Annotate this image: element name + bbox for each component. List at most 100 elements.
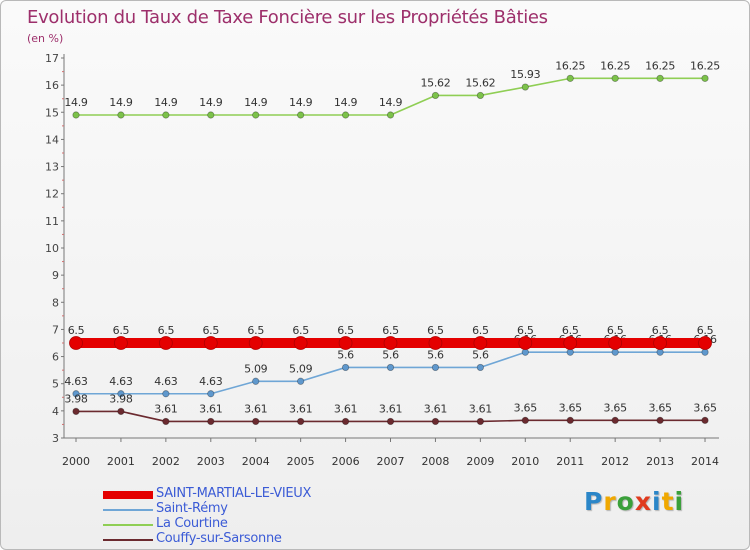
data-point-couffy-sur-sarsonne <box>341 417 350 426</box>
data-point-saint-martial-le-vieux <box>69 336 83 350</box>
legend-swatch <box>103 509 153 511</box>
data-label-couffy-sur-sarsonne: 3.61 <box>199 402 222 415</box>
data-label-saint-r-my: 4.63 <box>154 375 178 388</box>
y-tick-label: 15 <box>45 106 59 119</box>
data-label-saint-martial-le-vieux: 6.5 <box>562 324 579 337</box>
data-point-saint-martial-le-vieux <box>338 336 353 350</box>
data-point-couffy-sur-sarsonne <box>117 407 125 415</box>
data-point-la-courtine <box>611 74 619 82</box>
data-label-la-courtine: 14.9 <box>154 96 178 109</box>
data-point-la-courtine <box>162 111 170 119</box>
data-point-saint-martial-le-vieux <box>473 336 488 350</box>
data-point-saint-martial-le-vieux <box>653 336 667 350</box>
y-tick-label: 9 <box>52 269 59 282</box>
data-label-saint-martial-le-vieux: 6.5 <box>113 324 130 337</box>
y-tick-label: 12 <box>45 188 59 201</box>
data-point-la-courtine <box>656 74 664 82</box>
x-tick-label: 2011 <box>556 455 584 468</box>
logo-letter: r <box>603 487 617 516</box>
data-point-saint-r-my <box>521 348 529 356</box>
data-point-couffy-sur-sarsonne <box>207 417 215 426</box>
data-point-saint-r-my <box>72 390 80 398</box>
data-label-saint-martial-le-vieux: 6.5 <box>607 324 624 337</box>
data-point-saint-r-my <box>117 390 125 398</box>
data-point-la-courtine <box>476 91 484 100</box>
data-label-couffy-sur-sarsonne: 3.65 <box>604 401 628 414</box>
data-label-la-courtine: 16.25 <box>645 59 675 72</box>
data-point-la-courtine <box>297 111 305 119</box>
legend-swatch <box>103 539 153 541</box>
y-tick-label: 14 <box>45 133 59 146</box>
data-point-saint-r-my <box>386 363 395 372</box>
data-label-saint-martial-le-vieux: 6.5 <box>202 324 219 337</box>
y-tick-label: 13 <box>45 161 59 174</box>
x-tick-label: 2000 <box>62 455 90 468</box>
data-point-saint-martial-le-vieux <box>608 336 623 350</box>
y-tick-label: 11 <box>45 215 59 228</box>
data-point-couffy-sur-sarsonne <box>701 416 709 424</box>
data-label-saint-martial-le-vieux: 6.5 <box>247 324 264 337</box>
data-point-saint-r-my <box>162 390 170 398</box>
data-label-saint-martial-le-vieux: 6.5 <box>68 324 85 337</box>
data-label-la-courtine: 14.9 <box>64 96 88 109</box>
x-tick-label: 2002 <box>152 455 180 468</box>
data-point-couffy-sur-sarsonne <box>72 407 80 415</box>
data-label-la-courtine: 14.9 <box>379 96 403 109</box>
x-tick-label: 2009 <box>466 455 494 468</box>
data-label-couffy-sur-sarsonne: 3.65 <box>559 401 583 414</box>
data-point-couffy-sur-sarsonne <box>162 417 170 426</box>
data-label-la-courtine: 15.62 <box>465 76 495 89</box>
data-point-couffy-sur-sarsonne <box>611 416 619 424</box>
data-label-saint-martial-le-vieux: 6.5 <box>292 324 309 337</box>
data-label-la-courtine: 14.9 <box>109 96 133 109</box>
y-tick-label: 5 <box>52 378 59 391</box>
data-point-saint-r-my <box>566 348 574 356</box>
legend-label: Saint-Rémy <box>156 501 228 516</box>
data-label-la-courtine: 16.25 <box>600 59 630 72</box>
y-tick-label: 4 <box>52 405 59 418</box>
data-point-saint-martial-le-vieux <box>698 336 712 350</box>
legend-label: Couffy-sur-Sarsonne <box>156 531 282 546</box>
data-label-la-courtine: 15.62 <box>420 76 450 89</box>
x-tick-label: 2014 <box>691 455 719 468</box>
data-label-la-courtine: 15.93 <box>510 68 540 81</box>
data-label-saint-martial-le-vieux: 6.5 <box>427 324 444 337</box>
y-axis-unit: (en %) <box>27 32 64 45</box>
data-point-couffy-sur-sarsonne <box>297 417 305 426</box>
data-point-saint-r-my <box>476 363 484 372</box>
data-point-la-courtine <box>386 111 395 119</box>
data-label-couffy-sur-sarsonne: 3.65 <box>693 401 717 414</box>
y-tick-label: 10 <box>45 242 59 255</box>
logo-letter: t <box>661 487 675 516</box>
data-label-la-courtine: 14.9 <box>244 96 268 109</box>
data-label-saint-martial-le-vieux: 6.5 <box>472 324 489 337</box>
logo-letter: i <box>652 487 662 516</box>
data-point-saint-r-my <box>656 348 664 356</box>
x-tick-label: 2003 <box>197 455 225 468</box>
data-label-saint-r-my: 5.6 <box>427 348 444 361</box>
data-point-la-courtine <box>72 111 80 119</box>
logo-letter: x <box>634 487 652 516</box>
data-label-couffy-sur-sarsonne: 3.61 <box>424 402 447 415</box>
x-tick-label: 2010 <box>511 455 539 468</box>
data-label-couffy-sur-sarsonne: 3.61 <box>244 402 267 415</box>
x-tick-label: 2012 <box>601 455 629 468</box>
data-point-saint-martial-le-vieux <box>383 336 398 350</box>
data-label-la-courtine: 14.9 <box>289 96 313 109</box>
data-label-saint-r-my: 5.09 <box>289 362 313 375</box>
data-point-couffy-sur-sarsonne <box>521 416 529 424</box>
data-label-saint-martial-le-vieux: 6.5 <box>382 324 399 337</box>
x-tick-label: 2006 <box>332 455 360 468</box>
data-point-la-courtine <box>341 111 350 119</box>
legend-label: SAINT-MARTIAL-LE-VIEUX <box>156 486 312 501</box>
data-point-saint-r-my <box>611 348 619 356</box>
data-label-saint-r-my: 5.6 <box>472 348 489 361</box>
data-point-la-courtine <box>521 83 529 91</box>
data-point-la-courtine <box>566 74 574 82</box>
data-label-couffy-sur-sarsonne: 3.61 <box>334 402 357 415</box>
y-tick-label: 3 <box>52 432 59 445</box>
data-point-saint-martial-le-vieux <box>248 336 263 350</box>
y-tick-label: 6 <box>52 351 59 364</box>
